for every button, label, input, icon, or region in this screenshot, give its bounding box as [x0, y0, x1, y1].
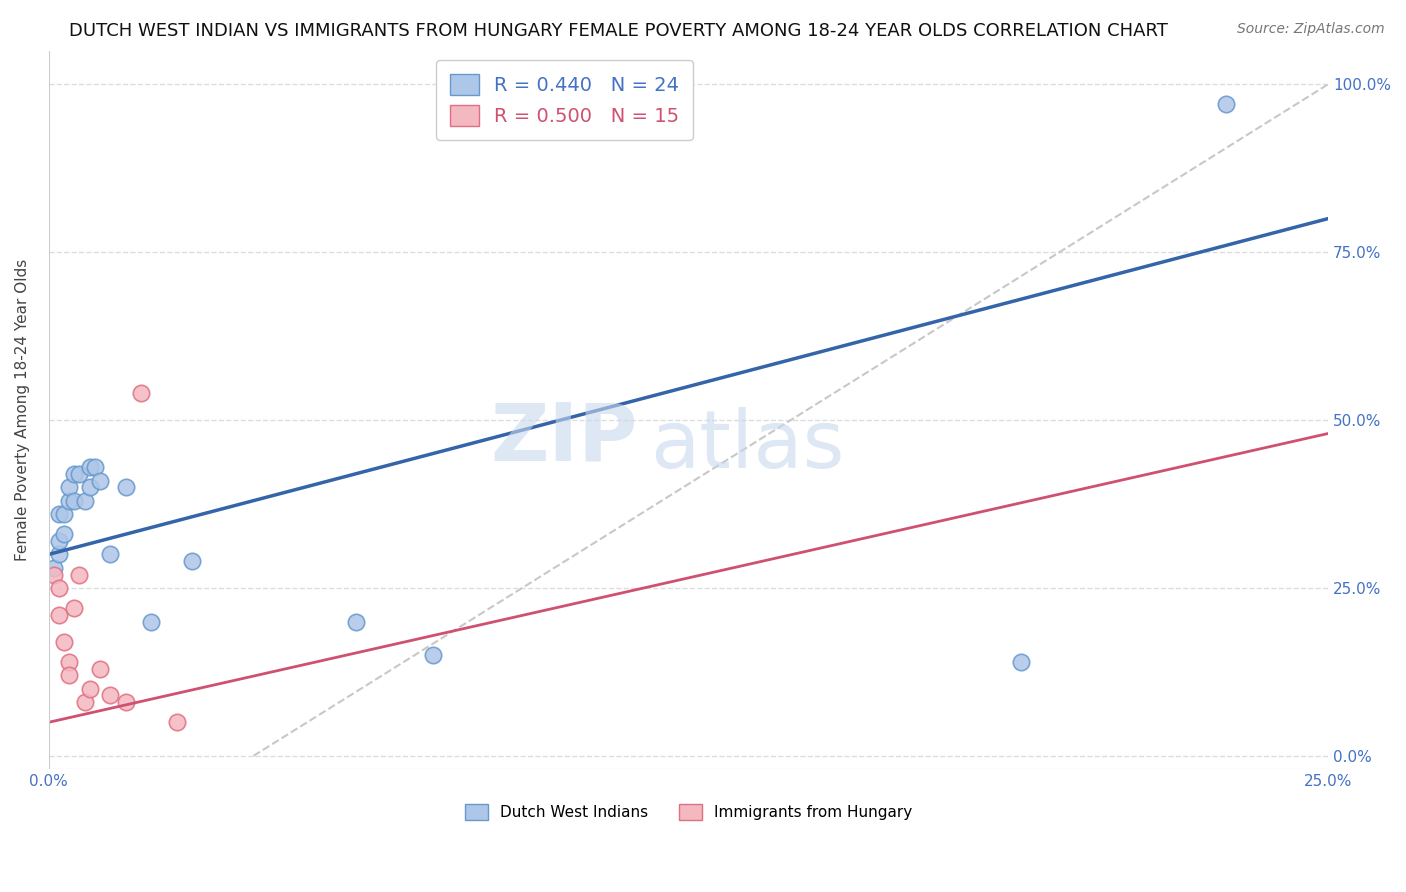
Point [79, 681, 101, 696]
Point [166, 715, 188, 730]
Point [48, 581, 70, 595]
Point [58, 493, 80, 508]
Point [53, 507, 76, 521]
Point [79, 460, 101, 475]
Point [42, 561, 65, 575]
Point [422, 648, 444, 662]
Point [114, 695, 136, 709]
Point [83, 460, 105, 475]
Point [53, 527, 76, 541]
Point [53, 634, 76, 648]
Point [79, 480, 101, 494]
Point [58, 655, 80, 669]
Point [344, 615, 367, 629]
Point [58, 480, 80, 494]
Point [181, 554, 204, 568]
Point [98, 548, 121, 562]
Point [89, 662, 111, 676]
Text: DUTCH WEST INDIAN VS IMMIGRANTS FROM HUNGARY FEMALE POVERTY AMONG 18-24 YEAR OLD: DUTCH WEST INDIAN VS IMMIGRANTS FROM HUN… [69, 22, 1168, 40]
Point [48, 607, 70, 622]
Point [114, 480, 136, 494]
Point [73, 493, 96, 508]
Text: Source: ZipAtlas.com: Source: ZipAtlas.com [1237, 22, 1385, 37]
Point [73, 695, 96, 709]
Point [58, 668, 80, 682]
Point [139, 615, 162, 629]
Legend: Dutch West Indians, Immigrants from Hungary: Dutch West Indians, Immigrants from Hung… [458, 798, 918, 826]
Point [48, 548, 70, 562]
Point [48, 533, 70, 548]
Text: atlas: atlas [650, 407, 845, 485]
Point [89, 474, 111, 488]
Point [98, 689, 121, 703]
Point [69, 567, 91, 582]
Point [63, 493, 86, 508]
Point [63, 467, 86, 481]
Point [63, 601, 86, 615]
Point [48, 507, 70, 521]
Text: ZIP: ZIP [491, 400, 637, 478]
Point [1010, 655, 1032, 669]
Point [1215, 97, 1237, 112]
Y-axis label: Female Poverty Among 18-24 Year Olds: Female Poverty Among 18-24 Year Olds [15, 259, 30, 561]
Point [129, 386, 152, 401]
Point [69, 467, 91, 481]
Point [42, 567, 65, 582]
